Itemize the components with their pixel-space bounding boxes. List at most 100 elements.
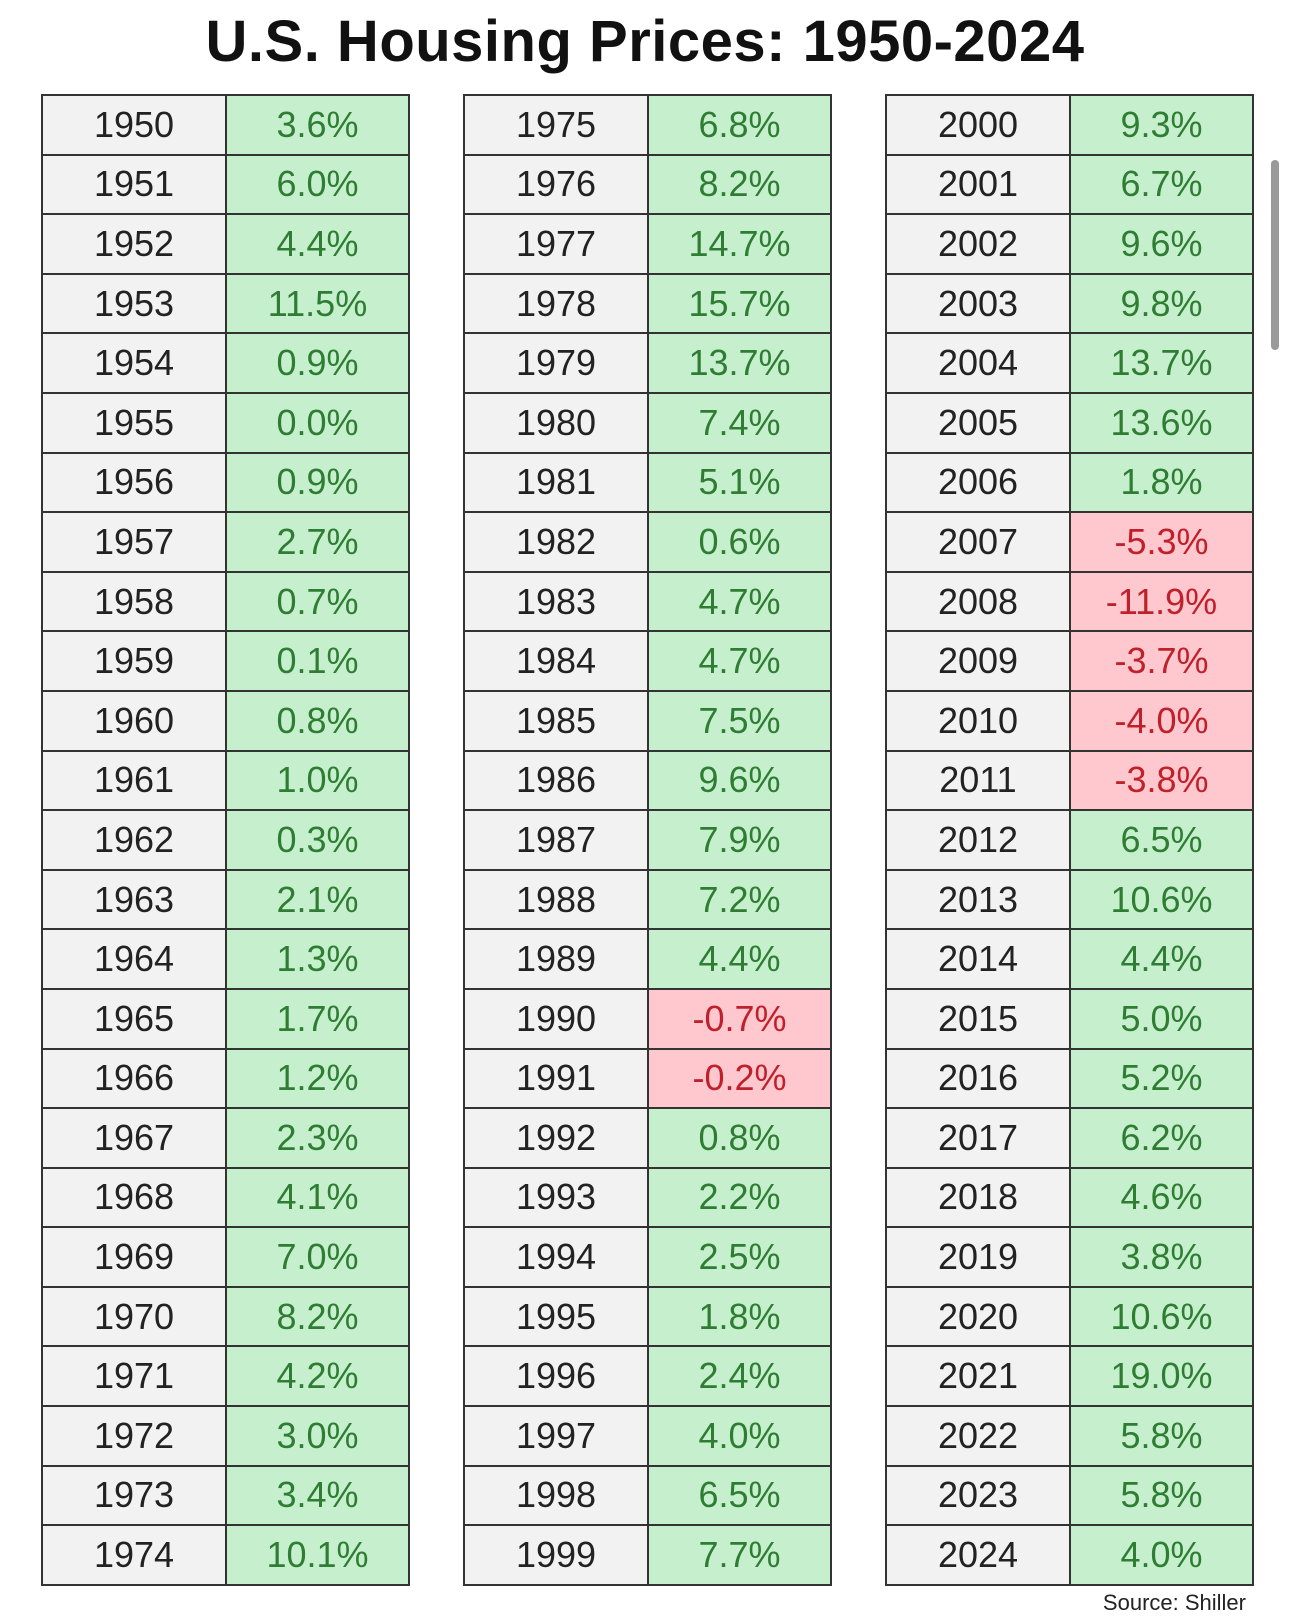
positive-change-cell: 2.3% <box>227 1109 408 1167</box>
year-cell: 2005 <box>887 393 1071 452</box>
year-cell: 1990 <box>465 989 649 1048</box>
year-cell: 2012 <box>887 811 1071 869</box>
table-row: 2004 13.7% <box>887 334 1252 394</box>
year-cell: 1977 <box>465 215 649 273</box>
year-cell: 1957 <box>43 513 227 571</box>
year-cell: 1985 <box>465 691 649 750</box>
year-cell: 1993 <box>465 1168 649 1227</box>
positive-change-cell: 13.7% <box>649 334 830 392</box>
table-row: 1958 0.7% <box>43 572 408 633</box>
page-title: U.S. Housing Prices: 1950-2024 <box>205 9 1085 74</box>
table-row: 1970 8.2% <box>43 1287 408 1348</box>
positive-change-cell: 10.6% <box>1071 1287 1252 1346</box>
year-cell: 2021 <box>887 1347 1071 1406</box>
negative-change-cell: -5.3% <box>1071 513 1252 571</box>
positive-change-cell: 1.8% <box>649 1287 830 1346</box>
table-row: 2010 -4.0% <box>887 691 1252 752</box>
year-cell: 1995 <box>465 1287 649 1346</box>
table-row: 1965 1.7% <box>43 989 408 1050</box>
table-row: 1956 0.9% <box>43 453 408 514</box>
year-cell: 1981 <box>465 453 649 512</box>
year-cell: 1973 <box>43 1466 227 1525</box>
table-row: 1950 3.6% <box>43 96 408 156</box>
positive-change-cell: 8.2% <box>649 155 830 214</box>
year-cell: 1965 <box>43 989 227 1048</box>
table-row: 1952 4.4% <box>43 215 408 275</box>
table-row: 1992 0.8% <box>465 1109 830 1169</box>
positive-change-cell: 8.2% <box>227 1287 408 1346</box>
year-cell: 1955 <box>43 393 227 452</box>
table-row: 1969 7.0% <box>43 1228 408 1288</box>
table-row: 1963 2.1% <box>43 870 408 931</box>
table-row: 1984 4.7% <box>465 632 830 692</box>
table-row: 1996 2.4% <box>465 1347 830 1408</box>
year-cell: 1951 <box>43 155 227 214</box>
year-cell: 1987 <box>465 811 649 869</box>
table-row: 1977 14.7% <box>465 215 830 275</box>
positive-change-cell: 6.8% <box>649 96 830 154</box>
positive-change-cell: 2.4% <box>649 1347 830 1406</box>
year-cell: 1962 <box>43 811 227 869</box>
table-row: 2005 13.6% <box>887 393 1252 454</box>
source-note: Source: Shiller <box>1102 1590 1246 1615</box>
positive-change-cell: 0.9% <box>227 334 408 392</box>
year-cell: 2008 <box>887 572 1071 631</box>
year-cell: 1982 <box>465 513 649 571</box>
table-row: 2001 6.7% <box>887 155 1252 216</box>
table-row: 1966 1.2% <box>43 1049 408 1110</box>
year-cell: 2024 <box>887 1526 1071 1584</box>
year-cell: 1970 <box>43 1287 227 1346</box>
negative-change-cell: -4.0% <box>1071 691 1252 750</box>
year-cell: 1991 <box>465 1049 649 1108</box>
year-cell: 1996 <box>465 1347 649 1406</box>
scrollbar[interactable] <box>1271 160 1279 350</box>
year-cell: 2011 <box>887 751 1071 810</box>
table-row: 2021 19.0% <box>887 1347 1252 1408</box>
year-cell: 1953 <box>43 274 227 333</box>
table-row: 1974 10.1% <box>43 1526 408 1586</box>
table-row: 1979 13.7% <box>465 334 830 394</box>
table-row: 2006 1.8% <box>887 453 1252 514</box>
positive-change-cell: 7.4% <box>649 393 830 452</box>
year-cell: 2002 <box>887 215 1071 273</box>
table-row: 2023 5.8% <box>887 1466 1252 1527</box>
year-cell: 1978 <box>465 274 649 333</box>
table-row: 1980 7.4% <box>465 393 830 454</box>
year-cell: 2016 <box>887 1049 1071 1108</box>
table-row: 2024 4.0% <box>887 1526 1252 1586</box>
year-cell: 1976 <box>465 155 649 214</box>
positive-change-cell: 4.1% <box>227 1168 408 1227</box>
year-cell: 1980 <box>465 393 649 452</box>
positive-change-cell: 2.7% <box>227 513 408 571</box>
positive-change-cell: 4.4% <box>1071 930 1252 988</box>
year-cell: 1994 <box>465 1228 649 1286</box>
year-cell: 2007 <box>887 513 1071 571</box>
positive-change-cell: 3.4% <box>227 1466 408 1525</box>
table-row: 2000 9.3% <box>887 96 1252 156</box>
table-row: 2017 6.2% <box>887 1109 1252 1169</box>
year-cell: 1960 <box>43 691 227 750</box>
table-row: 1976 8.2% <box>465 155 830 216</box>
year-cell: 2001 <box>887 155 1071 214</box>
year-cell: 2006 <box>887 453 1071 512</box>
positive-change-cell: 9.6% <box>1071 215 1252 273</box>
table-row: 1995 1.8% <box>465 1287 830 1348</box>
positive-change-cell: 7.9% <box>649 811 830 869</box>
year-cell: 2000 <box>887 96 1071 154</box>
positive-change-cell: 3.8% <box>1071 1228 1252 1286</box>
table-row: 1951 6.0% <box>43 155 408 216</box>
table-row: 1973 3.4% <box>43 1466 408 1527</box>
year-cell: 1958 <box>43 572 227 631</box>
year-cell: 2013 <box>887 870 1071 929</box>
positive-change-cell: 4.4% <box>649 930 830 988</box>
negative-change-cell: -3.7% <box>1071 632 1252 690</box>
table-row: 2018 4.6% <box>887 1168 1252 1229</box>
year-cell: 2009 <box>887 632 1071 690</box>
table-column-1: 1950 3.6% 1951 6.0% 1952 4.4% 1953 11.5% 1954 0.9… <box>41 94 410 1586</box>
year-cell: 1992 <box>465 1109 649 1167</box>
positive-change-cell: 6.5% <box>1071 811 1252 869</box>
table-row: 2002 9.6% <box>887 215 1252 275</box>
table-row: 2015 5.0% <box>887 989 1252 1050</box>
year-cell: 1997 <box>465 1407 649 1465</box>
positive-change-cell: 4.7% <box>649 632 830 690</box>
